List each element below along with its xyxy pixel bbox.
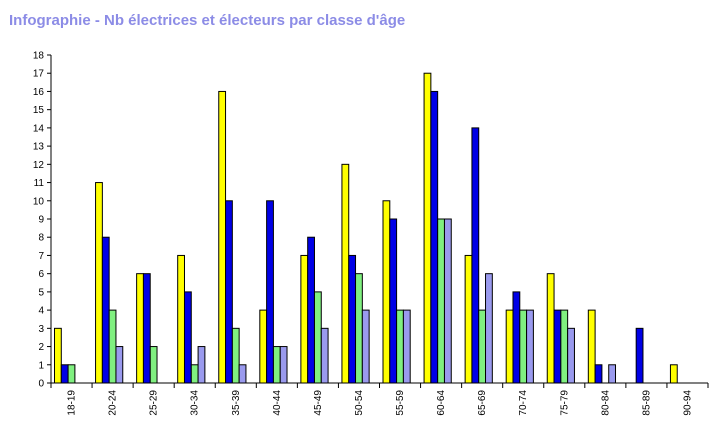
bar-30-34-s4 [197, 346, 206, 384]
bar-80-84-s1 [587, 309, 596, 384]
bar-20-24-s1 [95, 182, 103, 384]
y-tick-label: 2 [38, 342, 44, 353]
bar-50-54-s3 [355, 273, 363, 384]
bar-20-24-s2 [101, 236, 110, 384]
bar-70-74-s3 [519, 309, 528, 384]
x-tick-label: 85-89 [641, 390, 652, 416]
bar-20-24-s3 [108, 309, 117, 384]
bar-35-39-s1 [218, 90, 227, 384]
bar-35-39-s3 [231, 327, 240, 384]
bar-70-74-s2 [512, 291, 521, 384]
bar-60-64-s4 [443, 218, 452, 384]
x-tick-label: 90-94 [682, 390, 693, 416]
bar-25-29-s2 [142, 273, 151, 384]
bar-60-64-s3 [437, 218, 445, 384]
bar-18-19-s1 [54, 327, 62, 384]
y-tick-label: 9 [38, 215, 44, 226]
y-tick-label: 7 [38, 251, 44, 262]
bar-40-44-s1 [259, 309, 268, 384]
y-tick-label: 17 [33, 69, 45, 80]
bar-30-34-s3 [190, 364, 199, 384]
bar-55-59-s2 [389, 218, 398, 384]
y-tick-label: 10 [33, 196, 45, 207]
bar-50-54-s4 [361, 309, 370, 384]
bar-40-44-s4 [279, 346, 288, 384]
y-tick-label: 6 [38, 269, 44, 280]
bar-20-24-s4 [115, 346, 124, 384]
bar-55-59-s3 [396, 309, 404, 384]
bar-70-74-s4 [526, 309, 534, 384]
bar-30-34-s1 [177, 254, 185, 384]
bar-65-69-s2 [471, 127, 480, 384]
bar-45-49-s1 [300, 254, 309, 384]
bar-80-84-s4 [608, 364, 617, 384]
bar-35-39-s2 [225, 200, 233, 384]
bar-45-49-s2 [307, 236, 315, 384]
bar-25-29-s3 [149, 346, 158, 384]
bar-70-74-s1 [505, 309, 514, 384]
bar-35-39-s4 [238, 364, 247, 384]
x-tick-label: 40-44 [272, 390, 283, 416]
bar-18-19-s2 [60, 364, 69, 384]
bar-75-79-s1 [546, 273, 555, 384]
bar-18-19-s3 [67, 364, 76, 384]
x-tick-label: 60-64 [436, 390, 447, 416]
y-tick-label: 16 [33, 87, 45, 98]
bar-75-79-s2 [553, 309, 562, 384]
bar-90-94-s1 [669, 364, 678, 384]
bar-55-59-s1 [382, 200, 391, 384]
x-tick-label: 25-29 [149, 390, 160, 416]
bar-65-69-s4 [485, 273, 493, 384]
y-tick-label: 14 [33, 123, 45, 134]
x-tick-label: 30-34 [190, 390, 201, 416]
bar-80-84-s2 [594, 364, 603, 384]
bar-40-44-s3 [272, 346, 281, 384]
bar-40-44-s2 [266, 200, 274, 384]
y-tick-label: 3 [38, 324, 44, 335]
x-tick-label: 55-59 [395, 390, 406, 416]
y-tick-label: 13 [33, 142, 45, 153]
bar-25-29-s1 [136, 273, 144, 384]
x-tick-label: 18-19 [67, 390, 78, 416]
x-tick-label: 50-54 [354, 390, 365, 416]
bar-75-79-s3 [560, 309, 569, 384]
y-tick-label: 8 [38, 233, 44, 244]
bar-75-79-s4 [567, 327, 575, 384]
x-tick-label: 45-49 [313, 390, 324, 416]
bar-65-69-s3 [478, 309, 487, 384]
x-tick-label: 20-24 [108, 390, 119, 416]
x-tick-label: 35-39 [231, 390, 242, 416]
x-tick-label: 65-69 [477, 390, 488, 416]
x-tick-label: 75-79 [559, 390, 570, 416]
y-tick-label: 11 [34, 178, 45, 189]
y-tick-label: 0 [38, 379, 44, 390]
bar-30-34-s2 [183, 291, 192, 384]
y-tick-label: 18 [33, 51, 45, 62]
x-tick-label: 70-74 [518, 390, 529, 416]
bar-45-49-s3 [313, 291, 322, 384]
bar-50-54-s2 [348, 254, 357, 384]
bar-45-49-s4 [320, 327, 329, 384]
y-tick-label: 1 [38, 360, 44, 371]
chart-title: Infographie - Nb électrices et électeurs… [9, 12, 406, 29]
bar-50-54-s1 [341, 163, 350, 384]
y-tick-label: 15 [33, 105, 45, 116]
bar-85-89-s2 [635, 327, 644, 384]
y-tick-label: 5 [38, 287, 44, 298]
bar-55-59-s4 [402, 309, 411, 384]
bar-65-69-s1 [464, 254, 473, 384]
bar-60-64-s2 [430, 90, 439, 384]
y-tick-label: 4 [38, 306, 44, 317]
y-tick-label: 12 [33, 160, 45, 171]
bar-60-64-s1 [423, 72, 432, 384]
x-tick-label: 80-84 [600, 390, 611, 416]
